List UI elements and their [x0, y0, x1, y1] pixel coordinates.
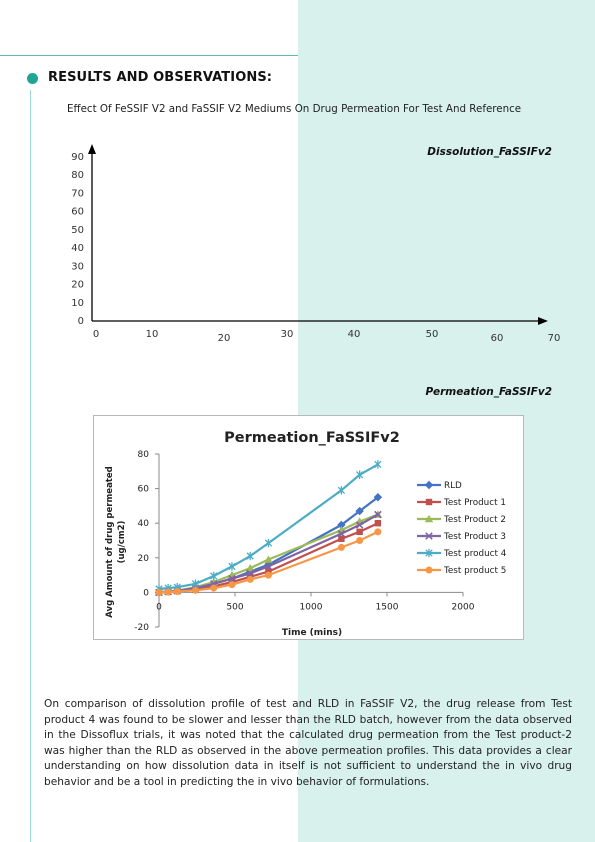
data-point — [374, 528, 382, 536]
x-tick-label: 10 — [146, 329, 159, 340]
x-tick-label: 0 — [93, 329, 99, 340]
series-5 — [155, 528, 382, 596]
y-axis-arrow-icon — [88, 144, 96, 154]
y-tick-label: 60 — [138, 485, 150, 495]
data-point — [173, 588, 181, 596]
series-line — [158, 513, 379, 594]
chart-title: Permeation_FaSSIFv2 — [224, 430, 400, 446]
legend-label: Test Product 1 — [443, 498, 506, 508]
x-tick-label: 60 — [491, 333, 504, 344]
results-paragraph: On comparison of dissolution profile of … — [44, 698, 572, 788]
y-tick-label: 20 — [71, 280, 84, 291]
x-tick-label: 70 — [548, 333, 560, 344]
y-tick-label: 40 — [71, 243, 84, 254]
y-tick-label: 50 — [71, 225, 84, 236]
data-point — [228, 574, 236, 583]
legend-marker — [425, 532, 433, 540]
legend-label: Test product 5 — [443, 566, 506, 576]
x-tick-label: 0 — [156, 602, 162, 612]
permeation-chart-frame: Permeation_FaSSIFv2 -20 0 20 40 60 80 0 500 1000 1… — [93, 415, 524, 640]
data-point — [374, 510, 382, 519]
legend-marker — [425, 498, 433, 506]
data-point — [210, 584, 218, 592]
data-point — [337, 529, 346, 538]
data-point — [337, 543, 345, 551]
data-point — [228, 581, 236, 589]
data-point — [373, 493, 383, 502]
data-point — [264, 571, 272, 579]
y-tick-label: 0 — [78, 316, 84, 327]
x-axis-label: Time (mins) — [282, 628, 342, 638]
x-axis-arrow-icon — [538, 317, 548, 325]
x-tick-label: 500 — [226, 602, 243, 612]
legend-label: RLD — [444, 481, 462, 491]
legend-marker — [424, 480, 434, 490]
y-tick-label: 30 — [71, 261, 84, 272]
y-tick-label: 70 — [71, 188, 84, 199]
dissolution-chart-label: Dissolution_FaSSIFv2 — [427, 146, 552, 158]
data-point — [246, 551, 254, 561]
section-bullet-icon — [27, 73, 38, 84]
legend-item: Test product 5 — [417, 566, 506, 576]
series-2 — [154, 510, 383, 596]
header-divider — [0, 55, 298, 56]
data-point — [246, 575, 254, 583]
data-point — [374, 460, 382, 469]
left-margin-line — [30, 90, 31, 842]
legend-item: Test product 4 — [417, 548, 507, 559]
data-point — [374, 520, 382, 527]
legend-item: RLD — [417, 480, 462, 491]
permeation-chart: Permeation_FaSSIFv2 -20 0 20 40 60 80 0 500 1000 1… — [105, 430, 507, 638]
data-point — [191, 586, 199, 594]
legend-marker — [425, 548, 433, 558]
legend-item: Test Product 1 — [417, 498, 506, 508]
data-point — [337, 486, 346, 495]
dissolution-chart: 0 10 20 30 40 50 60 70 80 90 0 10 20 30 40 50 60 70 — [71, 144, 560, 344]
y-tick-label: 60 — [71, 207, 84, 218]
data-point — [155, 588, 163, 596]
data-point — [264, 555, 273, 563]
data-point — [246, 563, 255, 572]
y-tick-label: 80 — [71, 170, 84, 181]
x-tick-label: 30 — [281, 329, 294, 340]
figure-subtitle: Effect Of FeSSIF V2 and FaSSIF V2 Medium… — [67, 103, 522, 115]
data-point — [264, 562, 273, 571]
legend-item: Test Product 3 — [417, 532, 506, 542]
data-point — [191, 579, 200, 588]
x-tick-label: 2000 — [452, 602, 475, 612]
y-axis-label: Avg Amount of drug permeated (ug/cm2) — [105, 466, 127, 617]
data-point — [164, 588, 172, 596]
x-tick-label: 50 — [426, 329, 439, 340]
data-point — [246, 569, 254, 578]
data-point — [355, 470, 364, 479]
y-tick-label: -20 — [134, 623, 149, 633]
y-tick-label: 10 — [71, 298, 84, 309]
legend-marker — [424, 514, 434, 523]
section-title: RESULTS AND OBSERVATIONS: — [48, 70, 273, 85]
permeation-chart-label: Permeation_FaSSIFv2 — [425, 386, 552, 398]
data-point — [210, 571, 218, 581]
y-tick-label: 40 — [138, 519, 150, 529]
legend-label: Test Product 3 — [443, 532, 506, 542]
x-tick-label: 1500 — [376, 602, 399, 612]
y-tick-label: 20 — [138, 554, 150, 564]
legend-item: Test Product 2 — [417, 514, 506, 525]
y-tick-label: 0 — [143, 588, 149, 598]
legend-marker — [425, 566, 433, 574]
x-tick-label: 40 — [348, 329, 361, 340]
y-tick-label: 80 — [138, 450, 150, 460]
series-3 — [155, 510, 382, 597]
data-point — [338, 535, 345, 542]
y-tick-label: 90 — [71, 152, 84, 163]
series-line — [158, 513, 379, 594]
data-point — [228, 562, 236, 571]
data-point — [356, 528, 363, 536]
x-tick-label: 1000 — [300, 602, 323, 612]
data-point — [356, 537, 364, 544]
legend-label: Test product 4 — [443, 549, 507, 559]
x-tick-label: 20 — [218, 333, 231, 344]
data-point — [355, 521, 364, 529]
legend-label: Test Product 2 — [443, 515, 506, 525]
data-point — [264, 538, 273, 548]
